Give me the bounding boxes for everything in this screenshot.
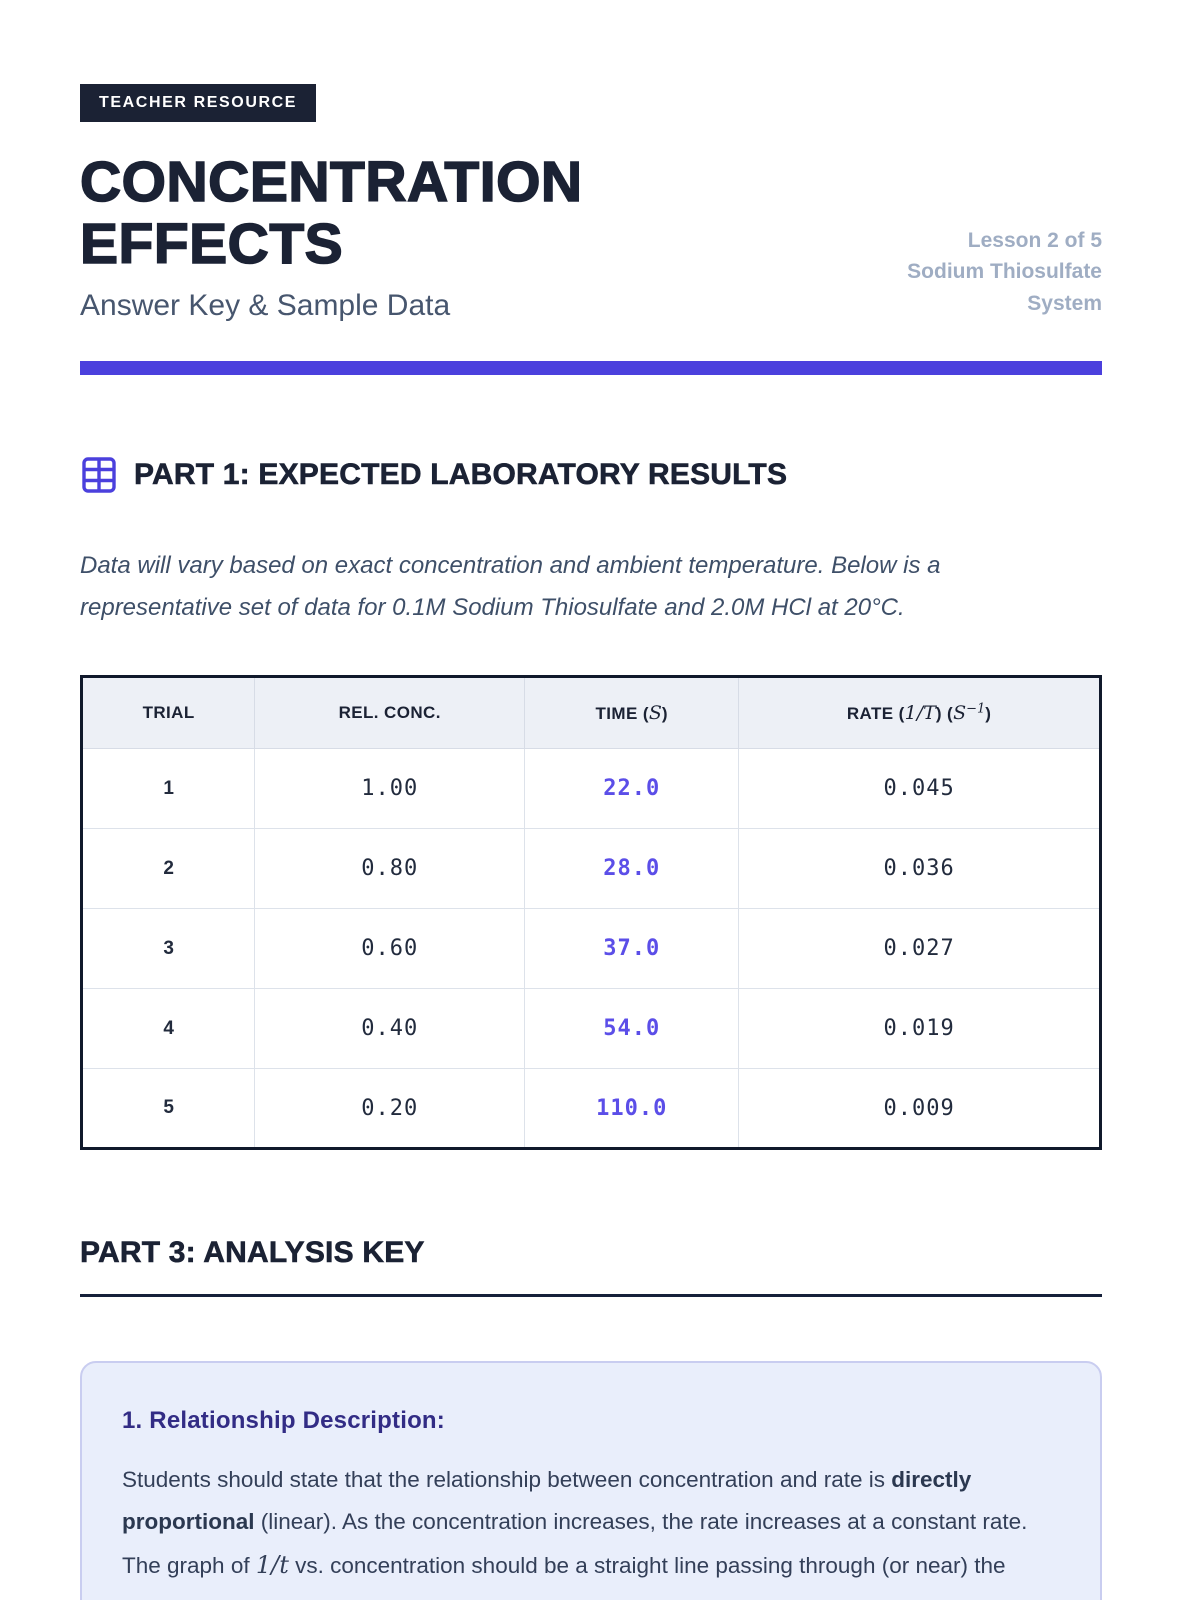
rate-value: 0.009 [738,1068,1101,1150]
table-row: 4 0.40 54.0 0.019 [80,988,1101,1070]
time-value: 54.0 [524,988,740,1070]
rel-conc-value: 0.20 [254,1068,526,1150]
answer-box-relationship: 1. Relationship Description: Students sh… [80,1361,1102,1600]
rel-conc-value: 1.00 [254,748,526,830]
page-title-line2: EFFECTS [79,211,344,276]
time-value: 22.0 [524,748,740,830]
page-title: CONCENTRATION EFFECTS [79,150,583,276]
table-row: 3 0.60 37.0 0.027 [80,908,1101,990]
rate-value: 0.036 [738,828,1101,910]
column-header-trial: TRIAL [80,676,256,750]
part3-heading: PART 3: ANALYSIS KEY [80,1236,425,1270]
part3-heading-rule [80,1294,1102,1298]
time-value: 110.0 [524,1068,740,1150]
rate-value: 0.045 [738,748,1101,830]
lesson-number: Lesson 2 of 5 [967,228,1102,252]
trial-number: 5 [80,1068,256,1150]
lesson-system: Sodium Thiosulfate System [907,260,1102,315]
trial-number: 2 [80,828,256,910]
rate-value: 0.019 [738,988,1101,1070]
page-subtitle: Answer Key & Sample Data [80,289,451,323]
answer1-bold-phrase: directly proportional [122,1467,972,1535]
time-value: 37.0 [524,908,740,990]
table-header-row: TRIAL REL. CONC. TIME (S) RATE (1/T) (S−… [80,676,1101,750]
part1-note: Data will vary based on exact concentrat… [80,552,941,622]
lesson-meta: Lesson 2 of 5 Sodium Thiosulfate System [857,225,1102,324]
column-header-rate: RATE (1/T) (S−1) [738,676,1101,750]
title-block: CONCENTRATION EFFECTS Answer Key & Sampl… [79,150,583,323]
table-row: 1 1.00 22.0 0.045 [80,748,1101,830]
part1-heading: PART 1: EXPECTED LABORATORY RESULTS [134,458,788,492]
answer1-heading: 1. Relationship Description: [122,1407,445,1435]
teacher-resource-badge: TEACHER RESOURCE [80,84,317,122]
rel-conc-value: 0.80 [254,828,526,910]
answer1-body: Students should state that the relations… [122,1467,1028,1600]
table-row: 2 0.80 28.0 0.036 [80,828,1101,910]
page-title-line1: CONCENTRATION [79,150,583,214]
document-header: CONCENTRATION EFFECTS Answer Key & Sampl… [79,150,1102,324]
rate-value: 0.027 [738,908,1101,990]
time-value: 28.0 [524,828,740,910]
column-header-time: TIME (S) [524,676,740,750]
trial-number: 4 [80,988,256,1070]
results-table-header: TRIAL REL. CONC. TIME (S) RATE (1/T) (S−… [80,676,1101,750]
part1-heading-row: PART 1: EXPECTED LABORATORY RESULTS [80,455,1102,495]
trial-number: 3 [80,908,256,990]
accent-divider-bar [80,361,1102,376]
table-row: 5 0.20 110.0 0.009 [80,1068,1101,1150]
rel-conc-value: 0.60 [254,908,526,990]
rel-conc-value: 0.40 [254,988,526,1070]
results-table: TRIAL REL. CONC. TIME (S) RATE (1/T) (S−… [80,675,1102,1151]
answer1-math-term: 1/t [255,1551,289,1580]
trial-number: 1 [80,748,256,830]
table-icon [80,455,118,495]
column-header-rel-conc: REL. CONC. [254,676,526,750]
